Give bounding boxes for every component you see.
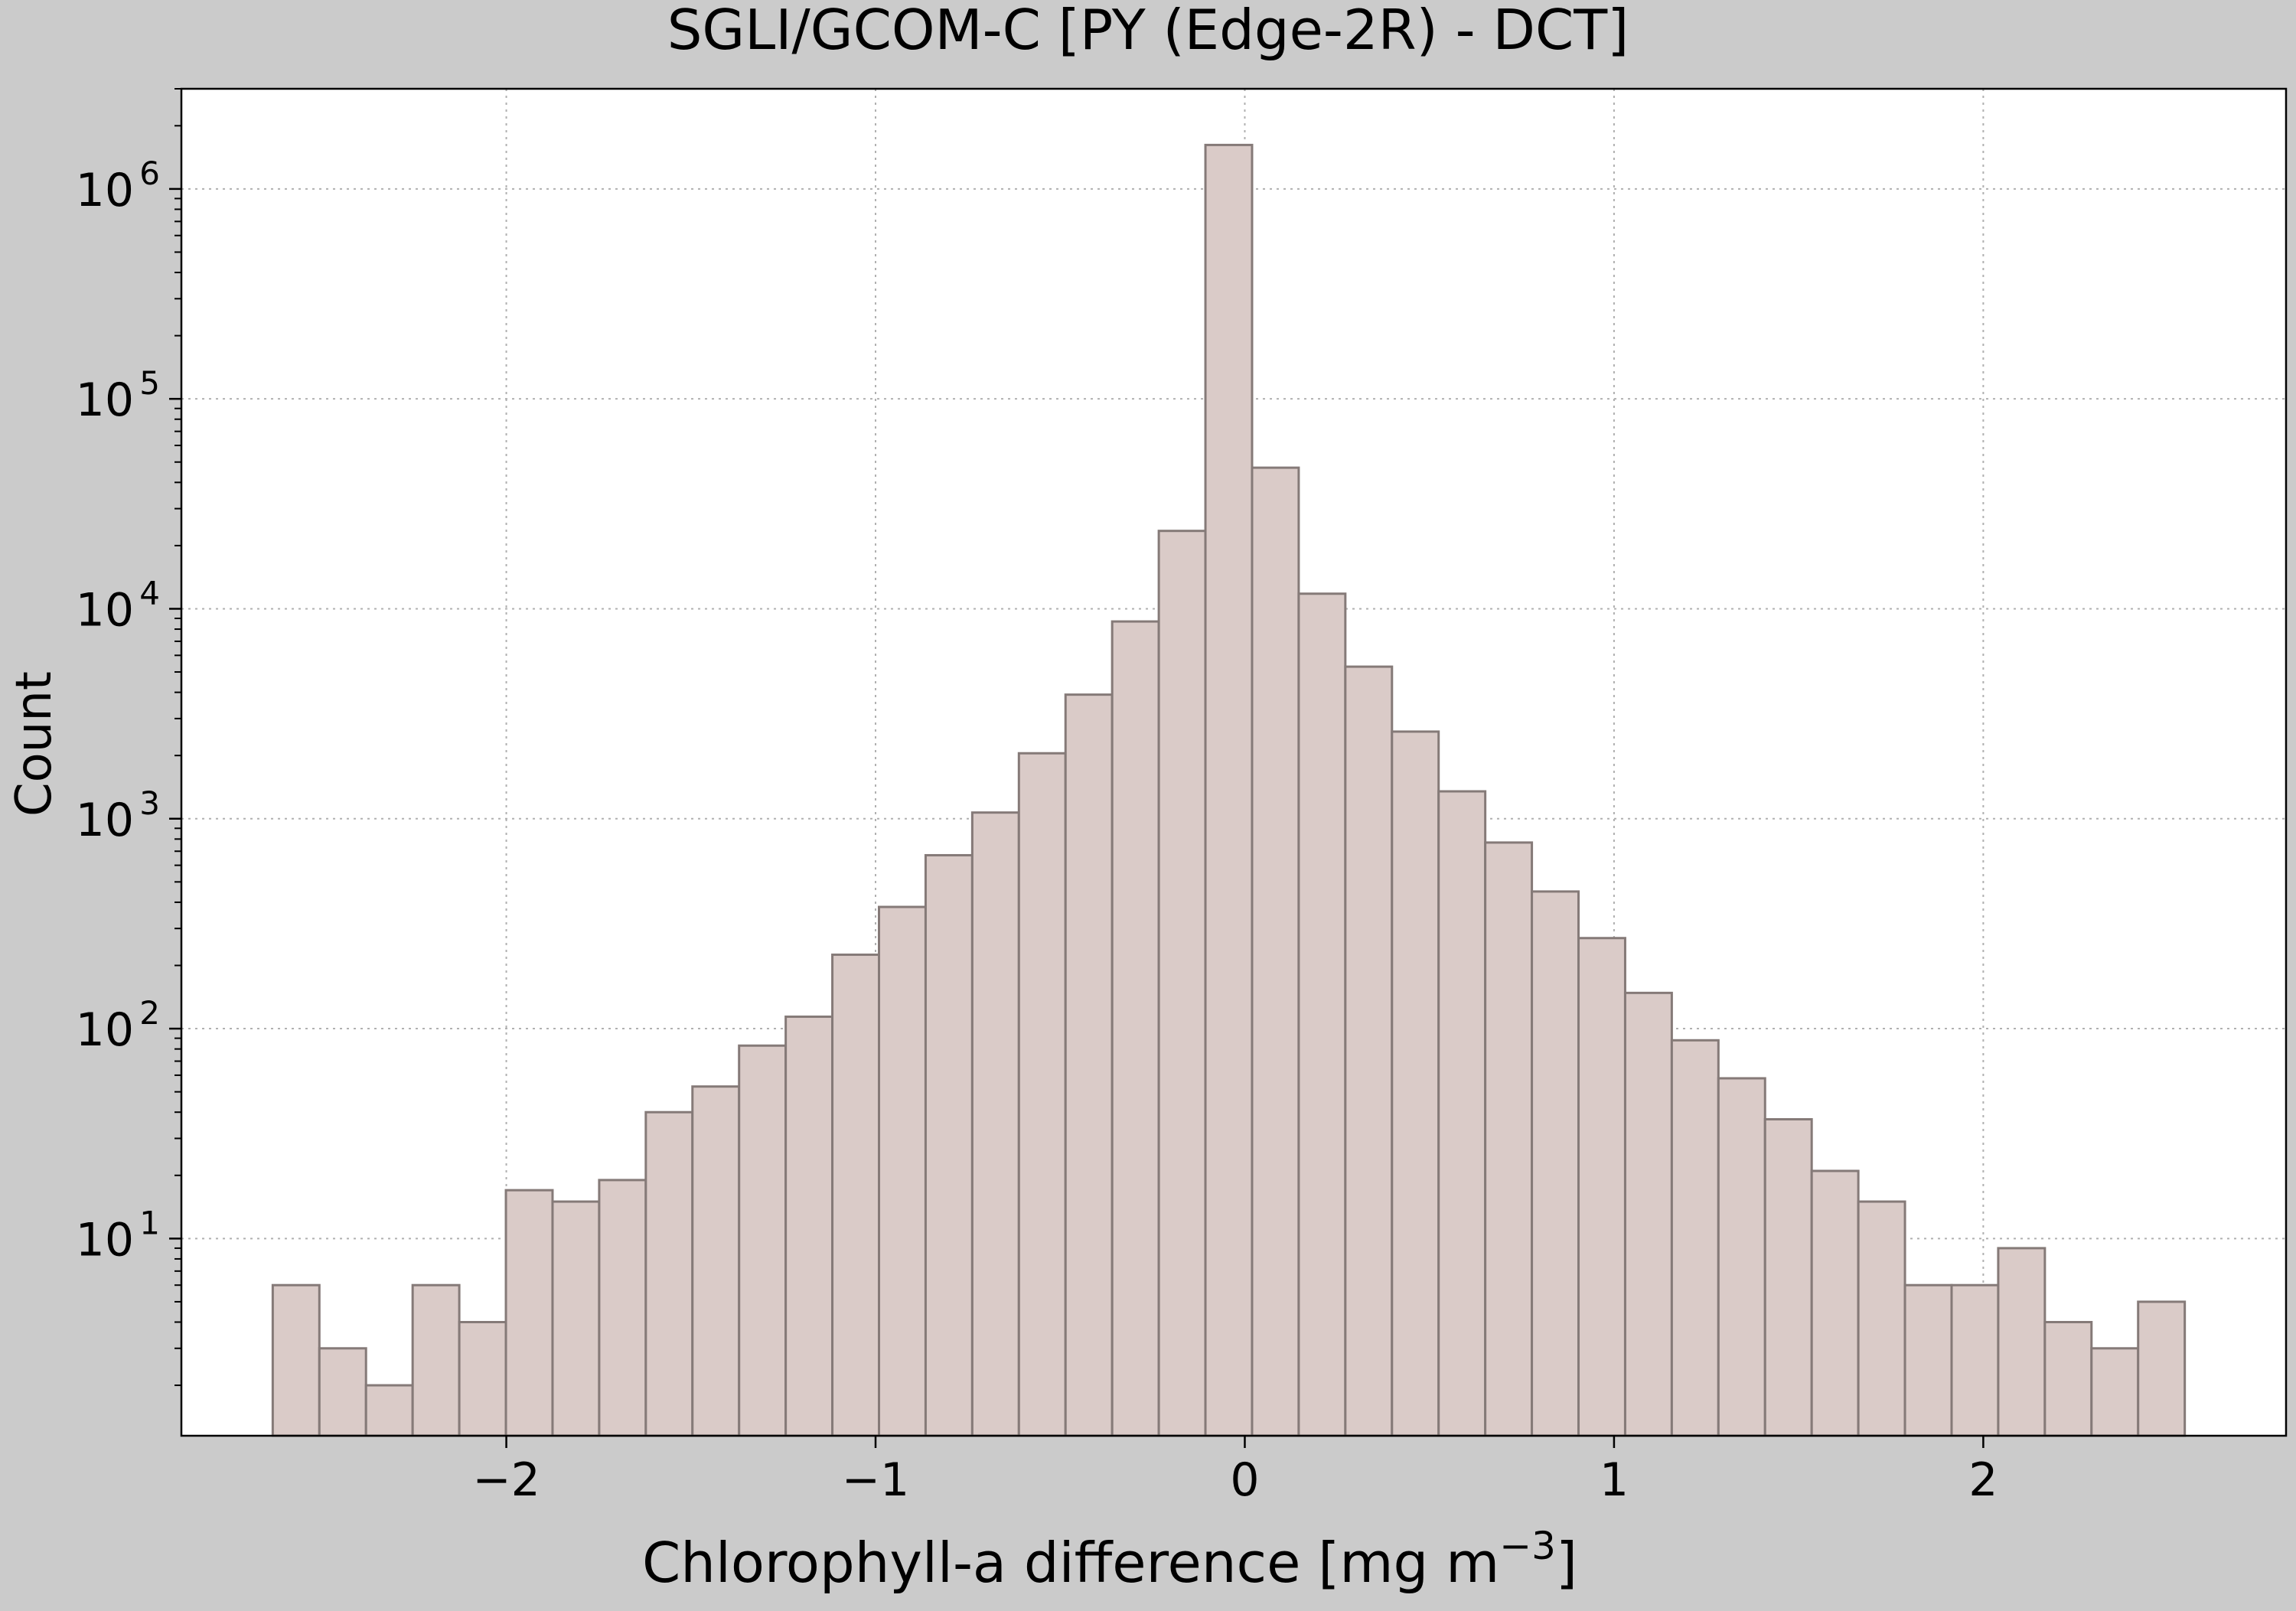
histogram-bar	[2137, 1300, 2187, 1437]
histogram-bar	[2043, 1321, 2093, 1437]
histogram-bar	[1484, 841, 1534, 1437]
histogram-bar	[364, 1384, 414, 1437]
histogram-bar	[1997, 1247, 2047, 1437]
histogram-bar	[1577, 937, 1626, 1437]
histogram-bar	[1717, 1077, 1766, 1437]
x-axis-label-superscript: −3	[1499, 1524, 1556, 1568]
histogram-bar	[1903, 1283, 1953, 1437]
y-tick-label: 10	[76, 583, 134, 637]
histogram-bar	[738, 1044, 788, 1437]
y-tick-label: 10	[76, 373, 134, 427]
histogram-bar	[691, 1085, 741, 1437]
minor-ticks	[174, 88, 181, 1387]
histogram-bar	[970, 811, 1020, 1437]
histogram-bar	[598, 1179, 647, 1437]
y-tick-label: 10	[76, 164, 134, 217]
x-tick-label: −1	[842, 1453, 909, 1507]
histogram-bar	[271, 1283, 321, 1437]
histogram-bar	[411, 1283, 461, 1437]
histogram-bar	[1950, 1283, 2000, 1437]
histogram-bar	[318, 1347, 367, 1437]
histogram-bar	[784, 1015, 834, 1437]
histogram-bar	[1297, 592, 1347, 1437]
x-axis-label-close: ]	[1556, 1531, 1577, 1595]
histogram-bar	[1670, 1039, 1720, 1437]
histogram-bar	[1531, 890, 1580, 1437]
y-tick-label: 10	[76, 1003, 134, 1057]
histogram-bar	[878, 905, 927, 1437]
histogram-bar	[1391, 730, 1440, 1437]
histogram-bar	[1437, 790, 1487, 1437]
y-tick-label: 10	[76, 794, 134, 847]
y-tick-exponent: 2	[139, 994, 160, 1032]
y-tick-exponent: 5	[139, 364, 160, 402]
y-tick-exponent: 6	[139, 155, 160, 192]
x-axis-label-main: Chlorophyll-a difference [mg m	[642, 1531, 1499, 1595]
histogram-bar	[1017, 752, 1067, 1437]
y-tick-label: 10	[76, 1213, 134, 1267]
histogram-bar	[1064, 693, 1114, 1437]
x-tick-label: 2	[1968, 1453, 1998, 1507]
y-tick-exponent: 3	[139, 784, 160, 822]
x-tick-label: 0	[1230, 1453, 1259, 1507]
y-axis-label: Count	[6, 671, 63, 817]
histogram-bar	[1157, 530, 1207, 1437]
histogram-bar	[1204, 143, 1254, 1437]
histogram-bar	[2090, 1347, 2140, 1437]
histogram-bar	[1857, 1200, 1906, 1437]
y-tick-exponent: 4	[139, 574, 160, 611]
bars	[271, 143, 2187, 1437]
histogram-bar	[1251, 466, 1300, 1437]
plot-frame	[180, 87, 2288, 1437]
histogram-bar	[1110, 620, 1160, 1437]
histogram-bar	[1810, 1169, 1860, 1437]
y-tick-exponent: 1	[139, 1204, 160, 1241]
histogram-bar	[924, 853, 974, 1437]
x-axis-label: Chlorophyll-a difference [mg m−3]	[642, 1524, 1577, 1595]
histogram-bar	[504, 1189, 554, 1437]
histogram-bar	[644, 1110, 694, 1437]
histogram-bar	[831, 953, 881, 1437]
histogram-bar	[1623, 991, 1673, 1437]
x-axis-ticks: −2 −1 0 1 2	[472, 1436, 1998, 1507]
x-tick-label: 1	[1600, 1453, 1629, 1507]
histogram-bar	[458, 1321, 507, 1437]
histogram-bar	[551, 1200, 601, 1437]
chart-title: SGLI/GCOM-C [PY (Edge-2R) - DCT]	[667, 0, 1629, 62]
histogram-bar	[1344, 665, 1394, 1437]
histogram-bar	[1763, 1117, 1813, 1437]
x-tick-label: −2	[472, 1453, 540, 1507]
